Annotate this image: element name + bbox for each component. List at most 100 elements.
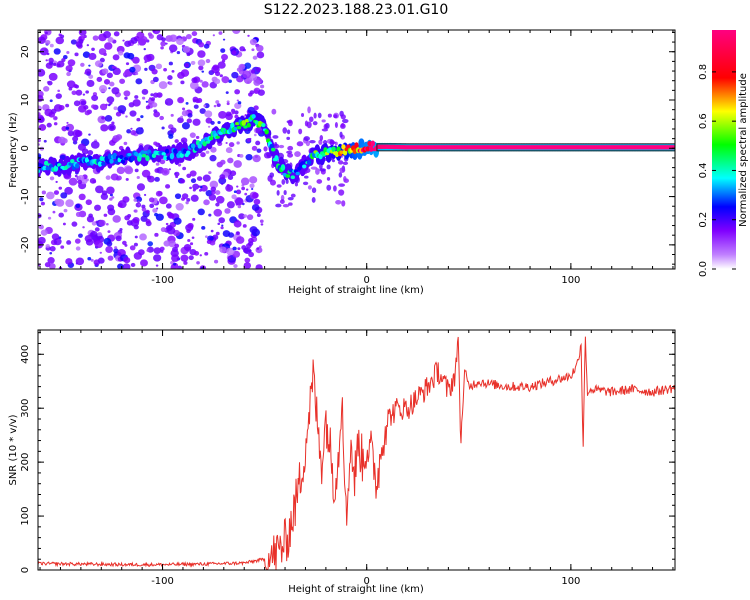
noise-blob bbox=[310, 166, 318, 170]
noise-blob bbox=[119, 78, 126, 84]
noise-blob bbox=[286, 129, 291, 135]
noise-blob bbox=[187, 238, 191, 242]
noise-blob bbox=[218, 31, 223, 35]
noise-blob bbox=[176, 51, 181, 55]
noise-blob bbox=[145, 219, 151, 224]
noise-blob bbox=[130, 130, 137, 136]
ridge-core bbox=[204, 137, 209, 141]
noise-blob bbox=[106, 241, 113, 247]
noise-blob bbox=[53, 238, 62, 246]
noise-blob bbox=[49, 251, 53, 255]
noise-blob bbox=[107, 103, 111, 107]
ridge-core bbox=[127, 153, 132, 157]
snr-ticks: -100 0 100 0 100 200 300 400 bbox=[20, 330, 675, 587]
noise-blob bbox=[236, 141, 240, 145]
noise-blob bbox=[242, 224, 247, 228]
noise-blob bbox=[201, 70, 205, 73]
ridge-core bbox=[235, 122, 240, 126]
noise-blob bbox=[103, 31, 112, 39]
noise-blob bbox=[161, 126, 165, 130]
noise-blob bbox=[91, 104, 96, 109]
ridge-core bbox=[261, 123, 266, 128]
noise-blob bbox=[170, 264, 179, 269]
noise-blob bbox=[58, 212, 64, 218]
noise-blob bbox=[243, 48, 246, 52]
noise-blob bbox=[220, 159, 226, 165]
noise-blob bbox=[190, 60, 196, 66]
ridge-core bbox=[288, 168, 294, 173]
noise-blob bbox=[64, 186, 73, 195]
noise-blob bbox=[199, 108, 206, 114]
noise-blob bbox=[175, 203, 184, 211]
noise-blob bbox=[186, 228, 191, 234]
ridge-core bbox=[197, 143, 202, 149]
noise-blob bbox=[214, 259, 219, 264]
noise-blob bbox=[181, 110, 189, 117]
noise-blob bbox=[157, 143, 161, 146]
noise-blob bbox=[45, 59, 48, 62]
snr-series-line bbox=[38, 336, 675, 570]
noise-blob bbox=[170, 127, 177, 134]
ridge-core bbox=[302, 164, 307, 169]
noise-blob bbox=[189, 170, 197, 177]
noise-blob bbox=[152, 208, 158, 213]
noise-blob bbox=[160, 41, 167, 47]
noise-blob bbox=[237, 204, 242, 209]
noise-blob bbox=[269, 172, 275, 178]
noise-blob bbox=[249, 90, 255, 95]
noise-blob bbox=[163, 240, 171, 247]
noise-blob bbox=[129, 110, 137, 117]
noise-blob bbox=[94, 204, 102, 211]
noise-blob bbox=[219, 174, 226, 180]
noise-blob bbox=[340, 114, 346, 120]
noise-blob bbox=[233, 220, 242, 228]
noise-blob bbox=[205, 150, 210, 154]
noise-blob bbox=[168, 213, 175, 219]
ridge-core bbox=[143, 150, 148, 154]
noise-blob bbox=[136, 183, 146, 191]
noise-blob bbox=[65, 258, 73, 265]
noise-blob bbox=[173, 217, 182, 225]
noise-blob bbox=[244, 192, 248, 196]
noise-blob bbox=[202, 174, 211, 182]
y-tick-label: 20 bbox=[20, 45, 31, 58]
noise-blob bbox=[294, 182, 299, 187]
noise-blob bbox=[125, 62, 130, 66]
noise-blob bbox=[251, 145, 258, 151]
noise-blob bbox=[149, 203, 155, 209]
y-tick-label: 0 bbox=[20, 145, 31, 151]
noise-blob bbox=[287, 145, 294, 151]
noise-blob bbox=[234, 89, 241, 95]
ridge-core bbox=[246, 122, 251, 128]
noise-blob bbox=[114, 246, 118, 249]
noise-blob bbox=[294, 151, 301, 157]
noise-blob bbox=[173, 262, 177, 266]
noise-blob bbox=[55, 93, 62, 100]
noise-blob bbox=[77, 143, 87, 151]
noise-blob bbox=[191, 77, 198, 84]
noise-blob bbox=[47, 256, 55, 264]
snr-panel: -100 0 100 0 100 200 300 400 Height of straight… bbox=[8, 329, 676, 595]
noise-blob bbox=[199, 254, 202, 257]
noise-blob bbox=[278, 144, 285, 149]
ridge-core bbox=[97, 161, 103, 167]
noise-blob bbox=[145, 209, 150, 214]
noise-blob bbox=[253, 105, 259, 111]
noise-blob bbox=[159, 246, 165, 252]
noise-blob bbox=[65, 126, 70, 130]
noise-blob bbox=[150, 93, 154, 97]
noise-blob bbox=[104, 114, 113, 122]
noise-blob bbox=[158, 81, 168, 89]
noise-blob bbox=[296, 141, 304, 147]
noise-blob bbox=[171, 69, 175, 73]
noise-blob bbox=[110, 102, 113, 105]
noise-blob bbox=[94, 60, 103, 68]
noise-blob bbox=[82, 93, 86, 96]
noise-blob bbox=[97, 232, 103, 237]
noise-blob bbox=[137, 200, 140, 204]
ridge-core bbox=[236, 125, 242, 130]
noise-blob bbox=[129, 245, 136, 251]
ridge-core bbox=[120, 159, 126, 164]
noise-blob bbox=[226, 102, 230, 106]
